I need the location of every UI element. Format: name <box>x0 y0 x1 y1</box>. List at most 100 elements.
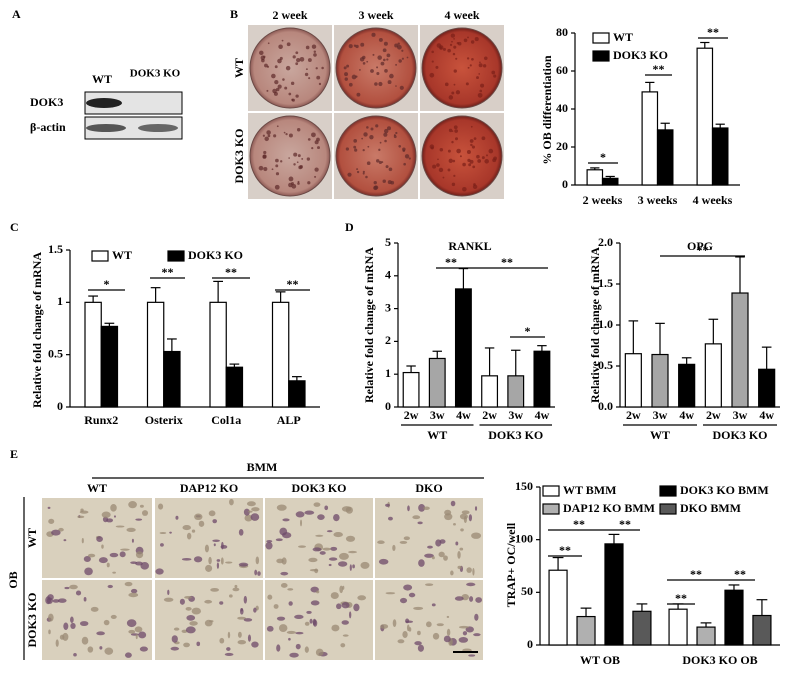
significance-label: ** <box>445 255 457 269</box>
legend-label: DOK3 KO <box>613 48 668 62</box>
x-tick-label: DOK3 KO OB <box>682 653 757 667</box>
cell <box>184 596 192 599</box>
cell <box>426 621 432 628</box>
cell <box>107 584 113 589</box>
nodule <box>404 154 410 159</box>
blot-band <box>138 124 178 132</box>
x-tick-label: 3w <box>508 408 523 422</box>
nodule <box>284 86 288 90</box>
nodule <box>378 160 382 165</box>
cell <box>96 631 105 636</box>
cell <box>432 632 440 640</box>
cell <box>348 550 357 554</box>
cell <box>198 520 205 527</box>
nodule <box>292 55 296 59</box>
nodule <box>452 159 456 163</box>
cell <box>69 584 78 590</box>
nodule <box>451 182 456 187</box>
cell <box>280 571 289 576</box>
cell <box>191 607 202 615</box>
cell <box>273 604 279 609</box>
cell <box>135 518 143 521</box>
cell <box>48 613 54 622</box>
cell <box>182 525 191 531</box>
cell <box>212 519 218 524</box>
nodule <box>398 144 402 148</box>
cell <box>446 628 451 636</box>
nodule <box>451 91 455 95</box>
x-tick-label: 4 weeks <box>693 193 733 207</box>
cell <box>431 556 435 560</box>
blot-column: DOK3 KO <box>130 68 181 80</box>
nodule <box>485 154 489 157</box>
cell <box>106 562 110 568</box>
group-label: WT <box>427 428 447 442</box>
x-tick-label: 4w <box>759 408 774 422</box>
cell <box>247 510 253 513</box>
nodule <box>483 56 488 61</box>
significance-label: ** <box>675 591 687 605</box>
cell <box>360 561 370 569</box>
y-tick-label: 2.0 <box>598 235 613 249</box>
nodule <box>347 172 352 177</box>
cell <box>185 626 196 634</box>
significance-label: ** <box>287 277 299 291</box>
nodule <box>383 58 386 62</box>
cell <box>205 564 213 572</box>
photo-column: WT <box>87 481 107 495</box>
bar <box>402 371 420 408</box>
bar <box>624 353 642 408</box>
cell <box>210 587 219 592</box>
significance-label: ** <box>619 517 631 531</box>
y-tick-label: 4 <box>385 268 391 282</box>
legend-swatch <box>91 250 109 262</box>
chart-title: OPG <box>687 239 713 253</box>
cell <box>340 643 346 648</box>
nodule <box>474 37 479 42</box>
legend-swatch <box>659 503 677 515</box>
cell <box>286 630 296 634</box>
cell <box>424 553 434 558</box>
cell <box>330 592 339 599</box>
nodule <box>362 172 365 175</box>
cell <box>431 603 436 607</box>
nodule <box>271 73 276 79</box>
nodule <box>356 92 361 97</box>
nodule <box>472 165 476 169</box>
nodule <box>383 41 388 46</box>
photo <box>375 580 483 660</box>
cell <box>213 543 216 547</box>
x-tick-label: Runx2 <box>84 413 118 427</box>
nodule <box>366 126 369 129</box>
nodule <box>314 140 319 145</box>
cell <box>229 498 234 506</box>
bar <box>656 129 674 186</box>
nodule <box>484 159 489 164</box>
nodule <box>285 133 288 136</box>
cell <box>341 602 350 609</box>
significance-label: * <box>600 150 606 164</box>
cell <box>388 516 393 521</box>
nodule <box>448 128 453 133</box>
nodule <box>318 82 322 86</box>
nodule <box>382 179 386 183</box>
cell <box>63 539 67 542</box>
cell <box>288 601 293 606</box>
cell <box>163 597 174 602</box>
cell <box>135 633 138 640</box>
nodule <box>305 45 310 50</box>
nodule <box>395 85 397 87</box>
nodule <box>366 161 371 166</box>
nodule <box>288 92 292 96</box>
cell <box>208 556 212 565</box>
cell <box>113 515 116 518</box>
bar <box>576 615 596 646</box>
photo-row: WT <box>232 58 246 78</box>
nodule <box>481 156 485 160</box>
y-axis-label: TRAP+ OC/well <box>504 522 518 607</box>
significance-label: ** <box>501 255 513 269</box>
cell <box>128 592 139 598</box>
photo-group: OB <box>6 571 20 588</box>
nodule <box>286 42 291 47</box>
